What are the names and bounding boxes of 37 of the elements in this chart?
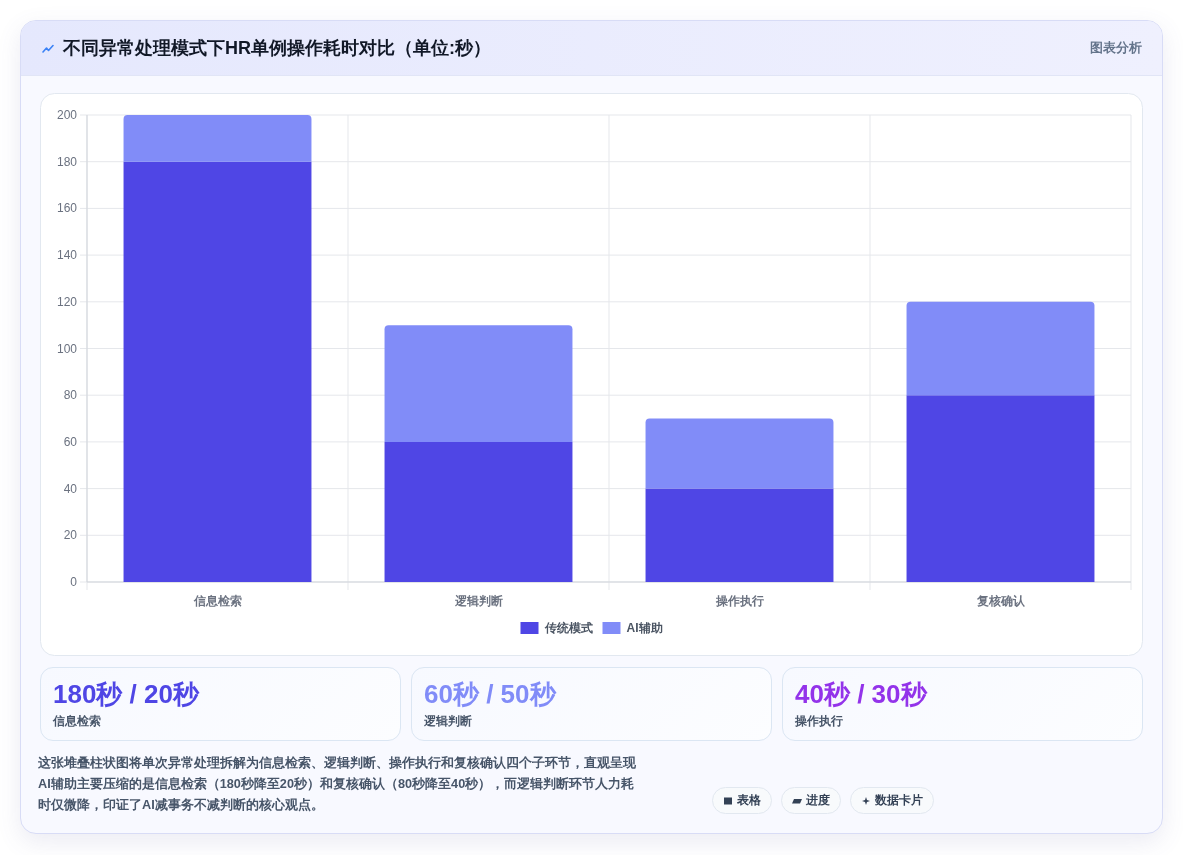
bar	[906, 395, 1095, 582]
y-tick-label: 80	[63, 388, 78, 403]
y-tick-label: 120	[56, 294, 78, 309]
text: 60秒 / 50秒	[424, 678, 556, 710]
legend-label: 传统模式	[543, 621, 593, 635]
y-tick-label: 0	[70, 575, 78, 589]
y-tick-label: 140	[56, 248, 78, 263]
text: 进度	[806, 793, 830, 808]
text: 180秒 / 20秒	[53, 678, 199, 710]
bar	[906, 301, 1095, 396]
text: 图表分析	[1090, 40, 1142, 57]
x-tick-label: 信息检索	[192, 594, 242, 608]
bar	[123, 115, 312, 162]
y-tick-label: 200	[56, 108, 78, 122]
x-tick-label: 复核确认	[975, 594, 1026, 608]
bar	[384, 441, 573, 582]
x-tick-label: 逻辑判断	[453, 594, 503, 608]
text: 数据卡片	[875, 793, 923, 808]
text: 操作执行	[795, 713, 843, 729]
y-tick-label: 100	[56, 341, 78, 356]
text: 信息检索	[53, 713, 101, 729]
y-tick-label: 20	[63, 528, 78, 543]
y-tick-label: 60	[63, 434, 78, 449]
text: 40秒 / 30秒	[795, 678, 927, 710]
bar	[645, 488, 834, 582]
bar	[645, 418, 834, 489]
text: 表格	[737, 793, 761, 808]
y-tick-label: 40	[63, 481, 78, 496]
text: 逻辑判断	[424, 713, 472, 729]
text: 这张堆叠柱状图将单次异常处理拆解为信息检索、逻辑判断、操作执行和复核确认四个子环节，直观呈现AI辅助主要压缩的是信息检索（180秒降至20秒）和复核确认（80秒降至40秒），而逻辑判断环节人力耗时仅微降，印证了AI减事务不减判断的核心观点。	[38, 755, 637, 814]
chart-title: 不同异常处理模式下HR单例操作耗时对比（单位:秒）	[63, 37, 491, 60]
bar	[123, 161, 312, 582]
x-tick-label: 操作执行	[714, 594, 764, 608]
y-tick-label: 180	[56, 154, 78, 169]
y-tick-label: 160	[56, 201, 78, 216]
legend-label: AI辅助	[626, 621, 663, 635]
bar	[384, 325, 573, 442]
